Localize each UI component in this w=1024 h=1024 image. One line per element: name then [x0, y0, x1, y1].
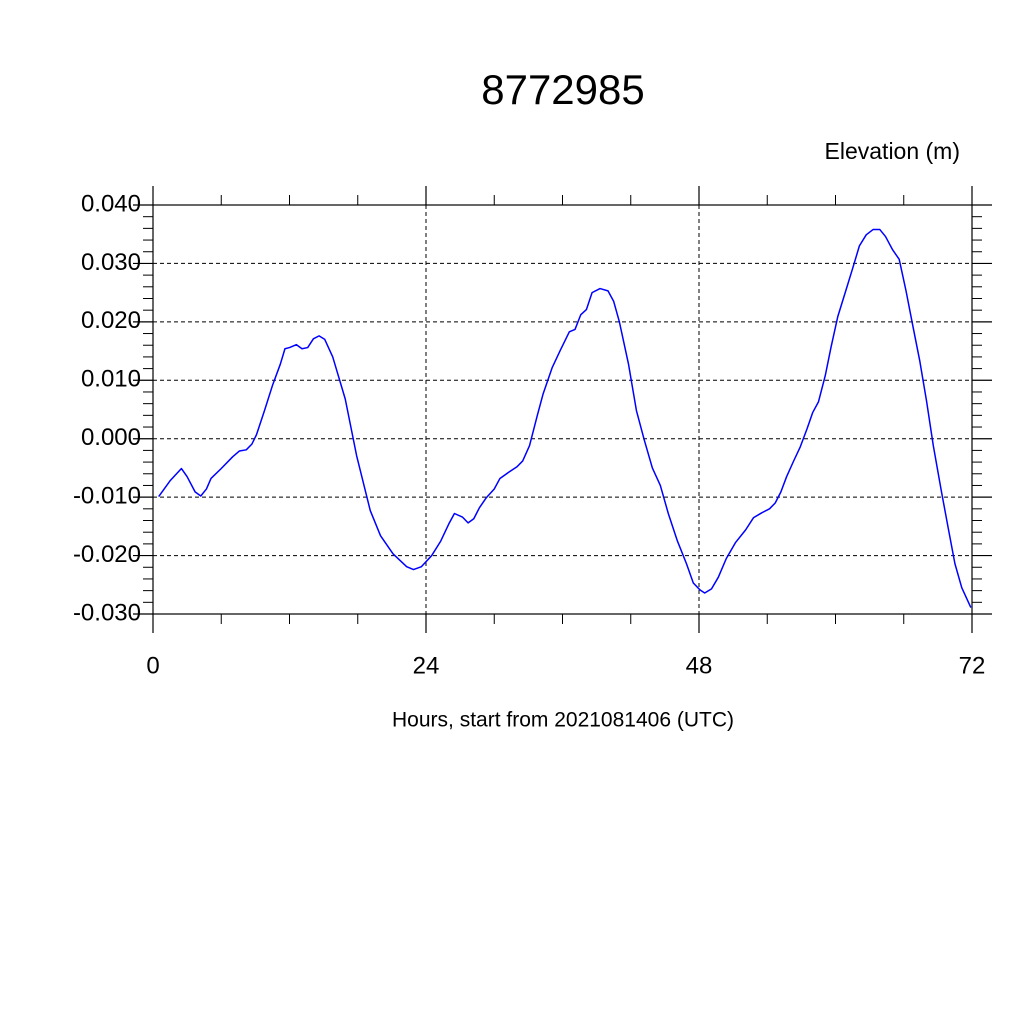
y-tick-label: -0.010 [73, 482, 141, 509]
x-tick-label: 72 [959, 652, 986, 679]
y-tick-label: 0.040 [81, 190, 141, 217]
y-tick-label: 0.030 [81, 249, 141, 276]
x-tick-label: 0 [146, 652, 159, 679]
x-axis-label: Hours, start from 2021081406 (UTC) [392, 709, 734, 732]
y-tick-label: -0.030 [73, 599, 141, 626]
y-tick-label: -0.020 [73, 541, 141, 568]
chart-subtitle: Elevation (m) [825, 138, 960, 164]
x-tick-label: 48 [686, 652, 713, 679]
chart-title: 8772985 [481, 66, 645, 113]
y-tick-label: 0.000 [81, 424, 141, 451]
y-tick-label: 0.020 [81, 307, 141, 334]
data-line [158, 228, 972, 608]
x-tick-label: 24 [413, 652, 440, 679]
y-tick-label: 0.010 [81, 366, 141, 393]
